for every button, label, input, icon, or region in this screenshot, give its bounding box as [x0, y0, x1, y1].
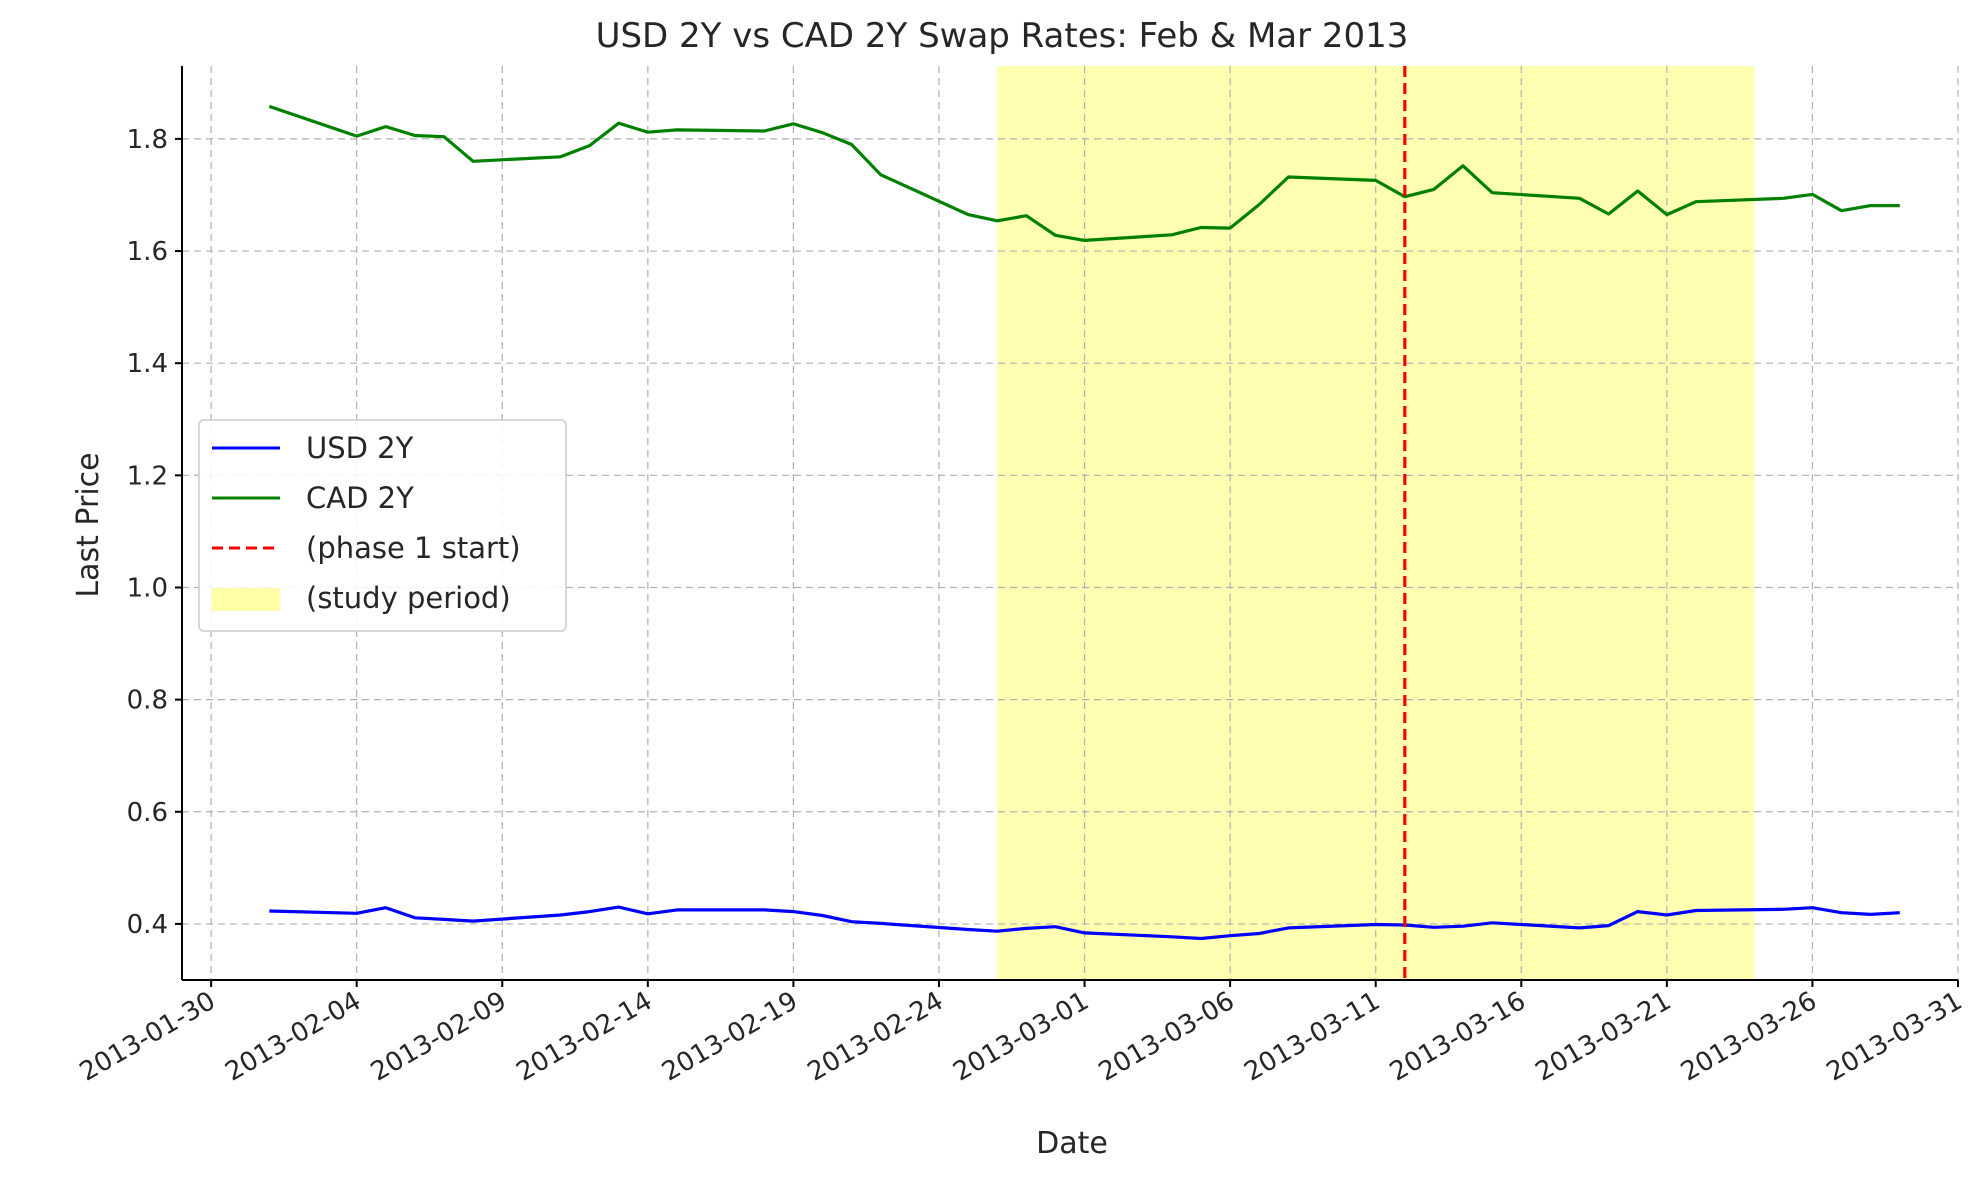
- y-tick-label: 0.8: [127, 686, 168, 716]
- chart-title: USD 2Y vs CAD 2Y Swap Rates: Feb & Mar 2…: [596, 16, 1409, 56]
- y-tick-label: 0.6: [127, 798, 168, 828]
- grid-layer: [182, 66, 1959, 980]
- y-tick-label: 1.6: [127, 237, 168, 267]
- x-axis-label: Date: [1036, 1126, 1108, 1161]
- legend-label-study-period: (study period): [306, 581, 511, 615]
- series-line-usd-2y: [269, 905, 1900, 941]
- legend-swatch-study-period: [212, 588, 280, 611]
- y-tick-label: 1.0: [127, 573, 168, 603]
- series-line-cad-2y: [268, 104, 1900, 242]
- y-tick-label: 1.2: [127, 461, 168, 491]
- legend-label-usd-2y: USD 2Y: [306, 431, 414, 465]
- y-tick-label: 0.4: [127, 910, 168, 940]
- series-layer: [268, 104, 1900, 941]
- y-tick-label: 1.8: [127, 125, 168, 155]
- y-axis-label: Last Price: [71, 452, 106, 597]
- axes-layer: [181, 66, 1958, 981]
- legend-box: [198, 419, 567, 632]
- legend: USD 2Y CAD 2Y (phase 1 start) (study per…: [198, 419, 567, 632]
- legend-label-phase-1-start: (phase 1 start): [306, 531, 521, 565]
- legend-label-cad-2y: CAD 2Y: [306, 481, 414, 515]
- y-tick-label: 1.4: [127, 349, 168, 379]
